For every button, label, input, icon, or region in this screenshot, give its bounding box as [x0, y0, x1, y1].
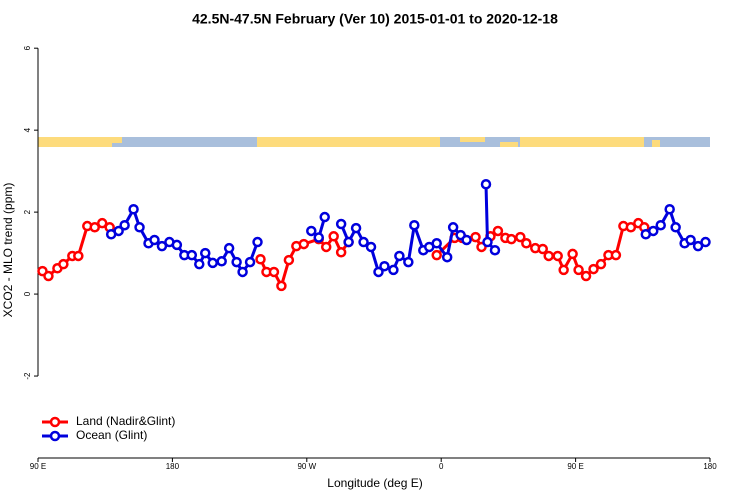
y-tick-label: 4: [23, 127, 32, 132]
point: [335, 218, 347, 230]
point: [573, 264, 584, 276]
point: [685, 234, 696, 246]
point: [394, 250, 405, 262]
point: [558, 264, 569, 276]
point: [320, 241, 332, 253]
point: [343, 236, 354, 248]
point: [319, 211, 330, 223]
point: [470, 231, 481, 243]
legend-marker: [49, 430, 61, 442]
point: [255, 253, 266, 265]
y-axis-label: XCO2 - MLO trend (ppm): [1, 183, 15, 318]
point: [358, 236, 369, 248]
point: [543, 250, 554, 262]
x-tick-label: 90 E: [567, 462, 583, 471]
point: [134, 222, 145, 233]
point: [89, 222, 100, 233]
point: [388, 264, 399, 276]
point: [350, 222, 362, 234]
y-tick-label: 6: [23, 45, 32, 50]
point: [595, 258, 607, 270]
point: [482, 236, 493, 248]
point: [655, 219, 666, 231]
point: [244, 256, 256, 268]
point: [480, 179, 492, 190]
point: [409, 219, 420, 231]
y-tick-label: -2: [23, 372, 32, 380]
point: [223, 242, 235, 254]
point: [461, 234, 472, 246]
point: [306, 225, 317, 237]
point: [588, 263, 599, 275]
point: [73, 250, 84, 262]
point: [156, 240, 168, 252]
point: [216, 256, 227, 267]
y-tick-label: 0: [23, 291, 32, 296]
point: [515, 231, 526, 243]
point: [692, 240, 704, 252]
point: [431, 249, 442, 261]
point: [207, 257, 218, 269]
point: [664, 203, 675, 215]
legend-label: Ocean (Glint): [76, 428, 147, 442]
point: [200, 247, 211, 259]
point: [580, 270, 592, 282]
x-tick-label: 180: [703, 462, 717, 471]
point: [373, 266, 384, 278]
x-axis-label: Longitude (deg E): [327, 476, 422, 490]
point: [447, 222, 459, 233]
chart-title: 42.5N-47.5N February (Ver 10) 2015-01-01…: [192, 11, 558, 27]
point: [365, 241, 377, 253]
point: [700, 236, 711, 248]
x-tick-label: 0: [439, 462, 444, 471]
point: [268, 266, 280, 278]
point: [648, 225, 659, 237]
legend-marker: [49, 416, 61, 428]
point: [328, 231, 339, 242]
point: [113, 225, 124, 237]
land-ocean-strip: [38, 137, 710, 147]
point: [670, 222, 681, 233]
point: [489, 244, 501, 256]
x-tick-label: 180: [166, 462, 180, 471]
point: [276, 280, 287, 292]
point: [567, 248, 578, 260]
point: [403, 256, 414, 268]
point: [537, 243, 548, 255]
point: [186, 249, 198, 261]
point: [237, 266, 248, 278]
point: [119, 219, 130, 231]
legend-label: Land (Nadir&Glint): [76, 414, 175, 428]
y-tick-label: 2: [23, 209, 32, 214]
point: [625, 222, 637, 233]
point: [552, 250, 563, 262]
point: [58, 258, 69, 270]
point: [441, 251, 453, 263]
point: [194, 258, 205, 270]
point: [506, 233, 517, 245]
point: [128, 203, 139, 215]
x-tick-label: 90 W: [297, 462, 316, 471]
point: [283, 254, 295, 266]
point: [431, 238, 442, 249]
point: [231, 256, 242, 268]
point: [149, 234, 160, 246]
point: [313, 232, 324, 243]
point: [492, 225, 504, 237]
point: [521, 238, 532, 249]
point: [252, 236, 263, 248]
point: [335, 247, 347, 258]
point: [171, 239, 183, 251]
x-tick-label: 90 E: [30, 462, 46, 471]
point: [96, 217, 108, 229]
point: [43, 270, 54, 282]
point: [610, 249, 622, 261]
point: [298, 238, 310, 250]
point: [379, 260, 390, 272]
